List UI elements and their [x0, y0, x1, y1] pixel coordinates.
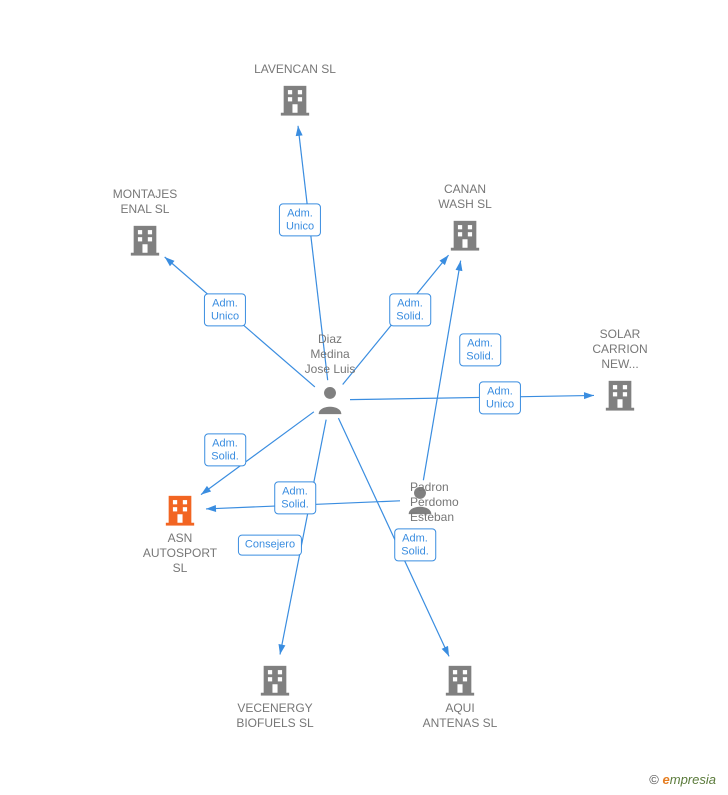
edge-line: [423, 261, 460, 481]
edge-arrowhead: [279, 644, 286, 654]
building-icon[interactable]: [278, 83, 312, 117]
edge-arrowhead: [296, 126, 303, 136]
brand-logo-e: e: [663, 772, 670, 787]
person-icon[interactable]: [313, 383, 347, 417]
person-icon[interactable]: [403, 483, 437, 517]
copyright-symbol: ©: [649, 772, 659, 787]
building-icon[interactable]: [163, 493, 197, 527]
edge-line: [280, 420, 326, 655]
edge-arrowhead: [456, 261, 463, 271]
edge-arrowhead: [584, 392, 594, 399]
edge-line: [165, 257, 315, 387]
building-icon[interactable]: [448, 218, 482, 252]
edge-line: [350, 395, 594, 399]
edge-line: [298, 126, 328, 380]
edge-arrowhead: [201, 486, 211, 495]
edge-line: [206, 501, 400, 509]
edge-arrowhead: [206, 505, 216, 512]
edge-line: [201, 412, 314, 495]
brand-logo-rest: mpresia: [670, 772, 716, 787]
building-icon[interactable]: [128, 223, 162, 257]
building-icon[interactable]: [258, 663, 292, 697]
edge-line: [343, 255, 449, 384]
building-icon[interactable]: [603, 378, 637, 412]
building-icon[interactable]: [443, 663, 477, 697]
edge-line: [338, 418, 449, 656]
edge-arrowhead: [442, 646, 449, 657]
copyright-footer: © empresia: [649, 772, 716, 787]
